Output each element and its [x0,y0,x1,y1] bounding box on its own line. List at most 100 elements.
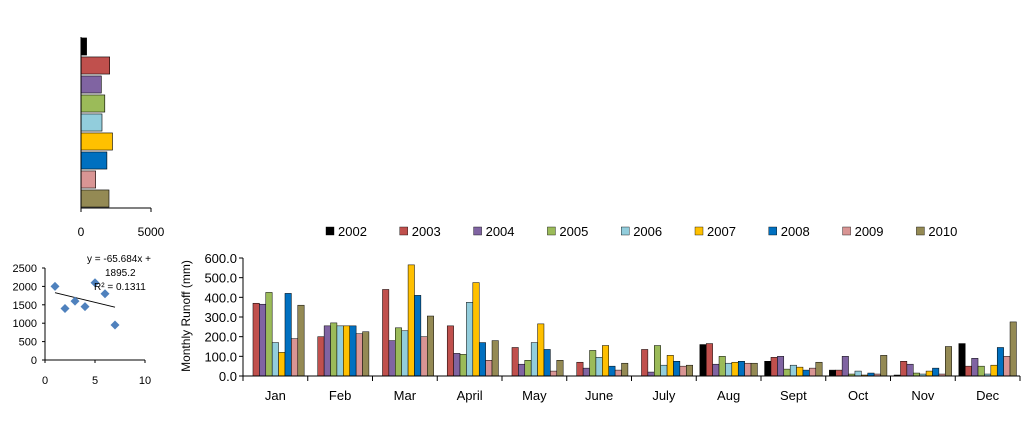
scatter-x-tick-label: 0 [42,375,48,387]
bar-Jan-2003 [252,302,260,377]
hbar-tick-label: 5000 [138,225,165,239]
bar-July-2010 [686,364,693,377]
bar-July-2003 [641,349,649,377]
bar-July-2004 [647,371,655,377]
bar-May-2006 [530,342,538,377]
legend-label-2010: 2010 [928,224,957,239]
bar-Dec-2003 [964,365,972,377]
legend-swatch-2010 [916,226,925,236]
trend-equation-line-2: 1895.2 [105,268,136,279]
bar-Sept-2009 [809,367,817,377]
bar-July-2005 [654,345,661,377]
hbar-bar-2002 [80,37,87,56]
bar-Jan-2004 [259,303,267,377]
scatter-point [50,281,60,291]
legend: 2002 2003 2004 2005 2006 2007 2008 2009 2010 [325,224,957,239]
scatter-point [110,320,120,330]
bar-Dec-2009 [1003,356,1011,377]
bar-Feb-2003 [317,336,325,377]
bar-April-2010 [491,340,499,377]
bar-Aug-2003 [705,343,713,377]
bar-April-2005 [459,354,467,377]
scatter-point [60,303,70,313]
bar-Aug-2006 [725,362,733,377]
bar-Aug-2007 [731,361,739,377]
main-y-tick-label: 500.0 [204,271,237,286]
hbar-bar-2010 [80,189,110,208]
legend-swatch-2007 [694,226,704,236]
bar-Dec-2004 [971,358,979,377]
bar-Feb-2006 [336,325,344,377]
scatter-y-tick-label: 0 [31,355,37,367]
hbar-bar-2005 [80,94,106,113]
scatter-point [100,289,110,299]
bar-July-2009 [679,365,687,377]
legend-swatch-2009 [842,226,851,236]
legend-label-2005: 2005 [559,224,588,239]
x-category-label: June [585,388,613,403]
bar-Feb-2009 [355,333,363,377]
bar-Mar-2006 [401,330,409,377]
bar-Mar-2004 [388,340,396,377]
scatter-trendline [54,292,116,308]
bar-Mar-2009 [420,336,428,377]
bar-Feb-2005 [330,322,338,377]
bar-Aug-2005 [718,356,726,377]
scatter-point [70,296,80,306]
bar-Nov-2008 [932,367,940,377]
bar-Mar-2010 [427,315,434,377]
bar-Nov-2004 [906,363,914,377]
main-y-tick-label: 200.0 [204,330,237,345]
bar-Mar-2005 [395,327,402,377]
bar-Dec-2002 [958,343,966,377]
x-category-label: Sept [780,388,807,403]
bar-Nov-2007 [925,370,933,377]
x-category-label: Feb [329,388,351,403]
main-y-tick-label: 0.0 [219,369,237,384]
scatter-y-tick-label: 500 [19,337,37,349]
scatter-x-tick-label: 10 [139,375,151,387]
scatter-x-tick-label: 5 [92,375,98,387]
bar-May-2003 [511,347,519,377]
bar-Sept-2008 [802,369,810,377]
bar-June-2008 [608,365,616,377]
bar-Mar-2003 [382,289,390,377]
bar-Aug-2010 [750,362,758,377]
x-category-label: Nov [911,388,935,403]
bar-Sept-2010 [815,361,823,377]
bar-May-2005 [524,360,532,377]
bar-Oct-2002 [829,369,836,377]
legend-label-2002: 2002 [338,224,367,239]
bar-Aug-2004 [712,363,720,377]
legend-swatch-2004 [473,226,482,236]
x-category-label: Mar [394,388,417,403]
main-y-tick-label: 300.0 [204,310,237,325]
bar-May-2008 [543,349,551,377]
bar-May-2004 [518,363,526,377]
bar-Feb-2007 [343,325,350,377]
bar-Sept-2002 [764,361,772,377]
legend-label-2007: 2007 [707,224,736,239]
monthly-runoff-chart: Monthly Runoff (mm) 0.0 100.0 200.0 300.0 40… [179,224,1021,403]
scatter-y-tick-label: 1000 [13,318,37,330]
bar-Oct-2004 [841,356,849,377]
bar-June-2003 [576,361,584,377]
bar-Dec-2007 [990,364,998,377]
bar-May-2007 [537,323,545,377]
bar-Sept-2004 [777,356,785,377]
bar-Feb-2010 [362,331,370,377]
legend-label-2008: 2008 [781,224,810,239]
trend-equation-line-1: y = -65.684x + [87,254,151,265]
scatter-point [80,302,90,312]
bar-Aug-2008 [737,361,745,377]
main-y-tick-label: 400.0 [204,290,237,305]
x-category-label: Oct [848,388,869,403]
bar-Jan-2010 [297,304,305,377]
x-category-label: April [457,388,483,403]
bar-Jan-2009 [291,338,299,377]
hbar-bar-2008 [80,151,108,170]
main-y-tick-label: 600.0 [204,251,237,266]
x-category-label: May [522,388,547,403]
y-axis-label: Monthly Runoff (mm) [179,260,193,372]
